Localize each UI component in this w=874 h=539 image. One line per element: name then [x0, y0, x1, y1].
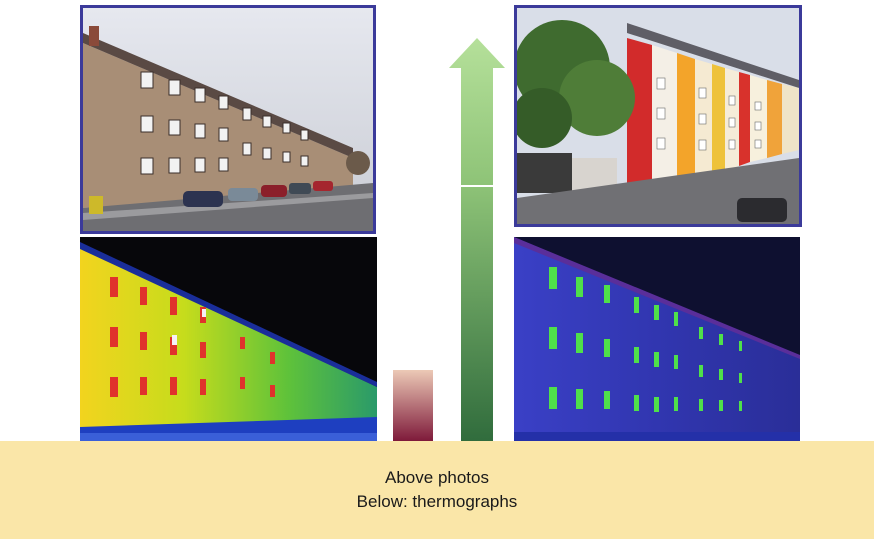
after-thermograph: [514, 237, 800, 443]
caption-bar: Above photos Below: thermographs: [0, 441, 874, 539]
caption-line-1: Above photos: [385, 468, 489, 487]
caption-line-2: Below: thermographs: [356, 492, 518, 511]
after-thermograph-drawing: [514, 237, 800, 443]
before-thermograph-drawing: [80, 237, 377, 443]
before-thermograph: [80, 237, 377, 443]
before-level-bar: [393, 370, 433, 445]
after-photo: [514, 5, 802, 227]
up-arrow-icon: [449, 38, 505, 448]
after-photo-drawing: [517, 8, 799, 224]
before-photo-drawing: [83, 8, 373, 231]
before-photo: [80, 5, 376, 234]
